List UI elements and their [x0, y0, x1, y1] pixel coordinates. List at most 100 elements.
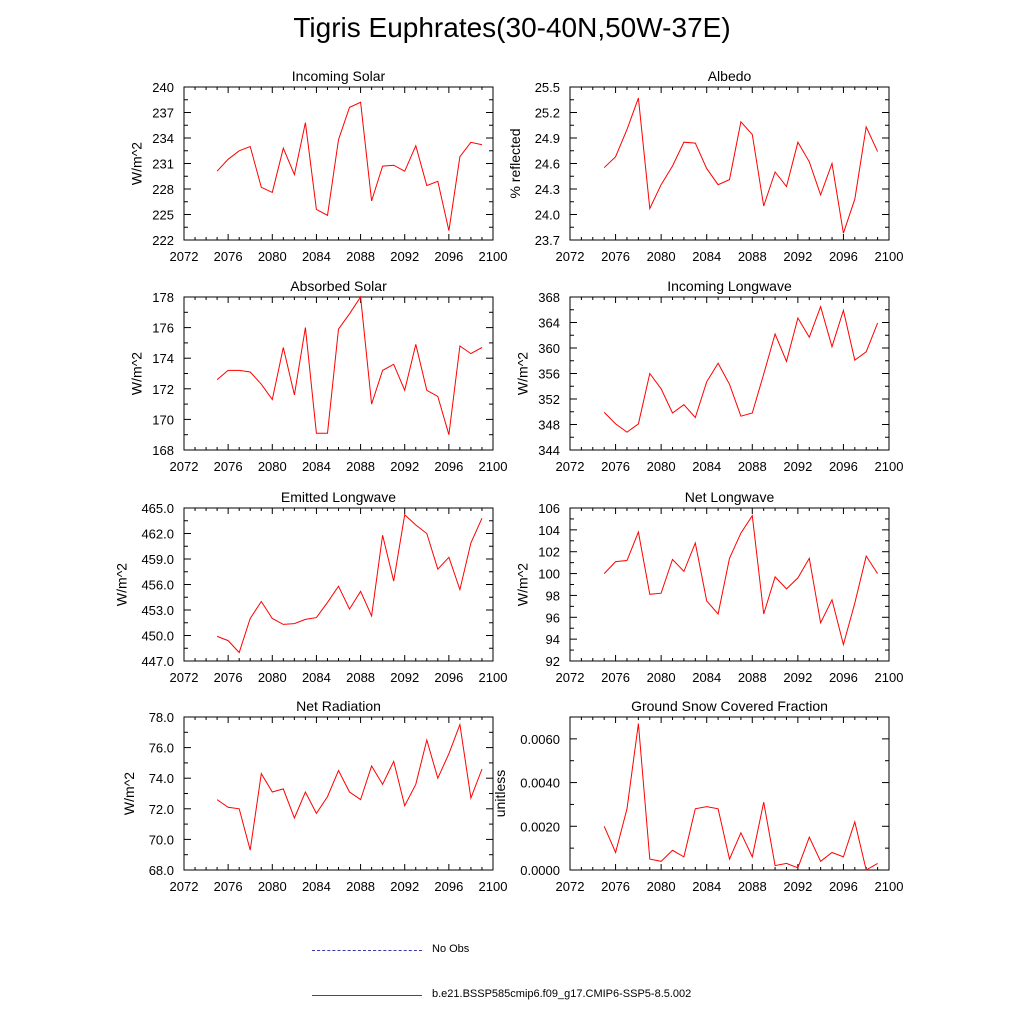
panel-6-ytick-label: 96 — [546, 610, 560, 625]
panel-7-xtick-label: 2092 — [390, 879, 419, 894]
panel-7-ylabel: W/m^2 — [121, 772, 137, 815]
panel-7-ytick-label: 74.0 — [149, 771, 174, 786]
panel-7-series-line — [216, 722, 483, 851]
panel-5-xtick-label: 2080 — [258, 670, 287, 685]
panel-3-series-line — [216, 295, 483, 435]
panel-3-xtick-label: 2100 — [479, 459, 508, 474]
panel-5-ytick-label: 453.0 — [141, 603, 174, 618]
panel-1-frame — [183, 86, 494, 241]
panel-5-frame — [183, 507, 494, 662]
panel-2-ytick-label: 24.9 — [535, 131, 560, 146]
panel-3-ytick-label: 168 — [152, 443, 174, 458]
panel-3-xtick-label: 2096 — [434, 459, 463, 474]
panel-6-xtick-label: 2076 — [601, 670, 630, 685]
panel-6-ytick-label: 102 — [538, 545, 560, 560]
panel-7-ytick-label: 76.0 — [149, 741, 174, 756]
panel-4-ytick-label: 352 — [538, 392, 560, 407]
panel-1-xtick-label: 2088 — [346, 249, 375, 264]
panel-1-xtick-label: 2080 — [258, 249, 287, 264]
panel-5-title: Emitted Longwave — [281, 489, 396, 505]
panel-6-xtick-label: 2100 — [875, 670, 904, 685]
panel-6-ytick-label: 104 — [538, 523, 560, 538]
panel-2-xtick-label: 2088 — [738, 249, 767, 264]
panel-5-ytick-label: 456.0 — [141, 578, 174, 593]
panel-4-series-line — [603, 304, 879, 433]
panel-6-title: Net Longwave — [685, 489, 775, 505]
panel-8-xtick-label: 2092 — [783, 879, 812, 894]
panel-5-xtick-label: 2092 — [390, 670, 419, 685]
panel-7-ytick-label: 68.0 — [149, 863, 174, 878]
panel-2-xtick-label: 2100 — [875, 249, 904, 264]
panel-7-frame — [183, 716, 494, 871]
panel-1-xtick-label: 2100 — [479, 249, 508, 264]
panel-3-title: Absorbed Solar — [290, 278, 387, 294]
panel-5-ytick-label: 447.0 — [141, 654, 174, 669]
panel-2-ytick-label: 23.7 — [535, 233, 560, 248]
panel-6-series-line — [603, 514, 879, 647]
panel-1-ytick-label: 228 — [152, 182, 174, 197]
panel-6-xtick-label: 2080 — [647, 670, 676, 685]
panel-1-xtick-label: 2096 — [434, 249, 463, 264]
panel-8-ytick-label: 0.0040 — [520, 776, 560, 791]
panel-6-ytick-label: 100 — [538, 567, 560, 582]
panel-7-xtick-label: 2084 — [302, 879, 331, 894]
panel-5-xtick-label: 2096 — [434, 670, 463, 685]
panel-6-xtick-label: 2088 — [738, 670, 767, 685]
panel-2-xtick-label: 2092 — [783, 249, 812, 264]
panel-8-ytick-label: 0.0020 — [520, 819, 560, 834]
panel-3-ytick-label: 178 — [152, 290, 174, 305]
panel-5-ylabel: W/m^2 — [114, 563, 130, 606]
panel-1-ylabel: W/m^2 — [129, 142, 145, 185]
panel-7-xtick-label: 2076 — [214, 879, 243, 894]
panel-7-xtick-label: 2080 — [258, 879, 287, 894]
panel-2-xtick-label: 2076 — [601, 249, 630, 264]
panel-1-ytick-label: 225 — [152, 208, 174, 223]
panel-7-ytick-label: 78.0 — [149, 710, 174, 725]
panel-7-xtick-label: 2072 — [170, 879, 199, 894]
panel-5-ytick-label: 459.0 — [141, 552, 174, 567]
panel-4-xtick-label: 2072 — [556, 459, 585, 474]
panel-1-ytick-label: 222 — [152, 233, 174, 248]
panel-2-ytick-label: 24.6 — [535, 157, 560, 172]
panel-4-ytick-label: 360 — [538, 341, 560, 356]
legend-obs-label: No Obs — [432, 943, 470, 955]
panel-8-xtick-label: 2096 — [829, 879, 858, 894]
panel-8-ytick-label: 0.0060 — [520, 732, 560, 747]
panel-3-ytick-label: 176 — [152, 321, 174, 336]
panel-4-ytick-label: 368 — [538, 290, 560, 305]
panel-8-ylabel: unitless — [492, 770, 508, 817]
panel-6-xtick-label: 2072 — [556, 670, 585, 685]
panel-5-series-line — [216, 513, 483, 654]
panel-8-frame — [569, 716, 890, 871]
panel-4-xtick-label: 2100 — [875, 459, 904, 474]
panel-1-ytick-label: 234 — [152, 131, 174, 146]
panel-7-xtick-label: 2100 — [479, 879, 508, 894]
panel-8-series-line — [603, 723, 878, 871]
panel-3-xtick-label: 2084 — [302, 459, 331, 474]
panel-7-ytick-label: 72.0 — [149, 802, 174, 817]
panel-1-ytick-label: 240 — [152, 80, 174, 95]
panel-7-ytick-label: 70.0 — [149, 832, 174, 847]
panel-2-xtick-label: 2096 — [829, 249, 858, 264]
panel-6-frame — [569, 507, 890, 662]
panel-5-xtick-label: 2076 — [214, 670, 243, 685]
panel-4-ytick-label: 348 — [538, 418, 560, 433]
panel-1-ytick-label: 231 — [152, 157, 174, 172]
panel-6-xtick-label: 2092 — [783, 670, 812, 685]
legend-model-label: b.e21.BSSP585cmip6.f09_g17.CMIP6-SSP5-8.… — [432, 988, 692, 1000]
legend-obs-line — [312, 950, 422, 951]
panel-4-ylabel: W/m^2 — [515, 352, 531, 395]
panel-3-xtick-label: 2092 — [390, 459, 419, 474]
panel-1-title: Incoming Solar — [292, 68, 386, 84]
panel-4-title: Incoming Longwave — [667, 278, 792, 294]
panel-8-ytick-label: 0.0000 — [520, 863, 560, 878]
panel-5-xtick-label: 2084 — [302, 670, 331, 685]
panel-3-ytick-label: 170 — [152, 412, 174, 427]
panel-2-series-line — [603, 97, 879, 234]
panel-7-title: Net Radiation — [296, 698, 381, 714]
panel-7-xtick-label: 2088 — [346, 879, 375, 894]
panel-2-ytick-label: 24.0 — [535, 208, 560, 223]
panel-4-ytick-label: 344 — [538, 443, 560, 458]
panel-2-ytick-label: 25.2 — [535, 106, 560, 121]
